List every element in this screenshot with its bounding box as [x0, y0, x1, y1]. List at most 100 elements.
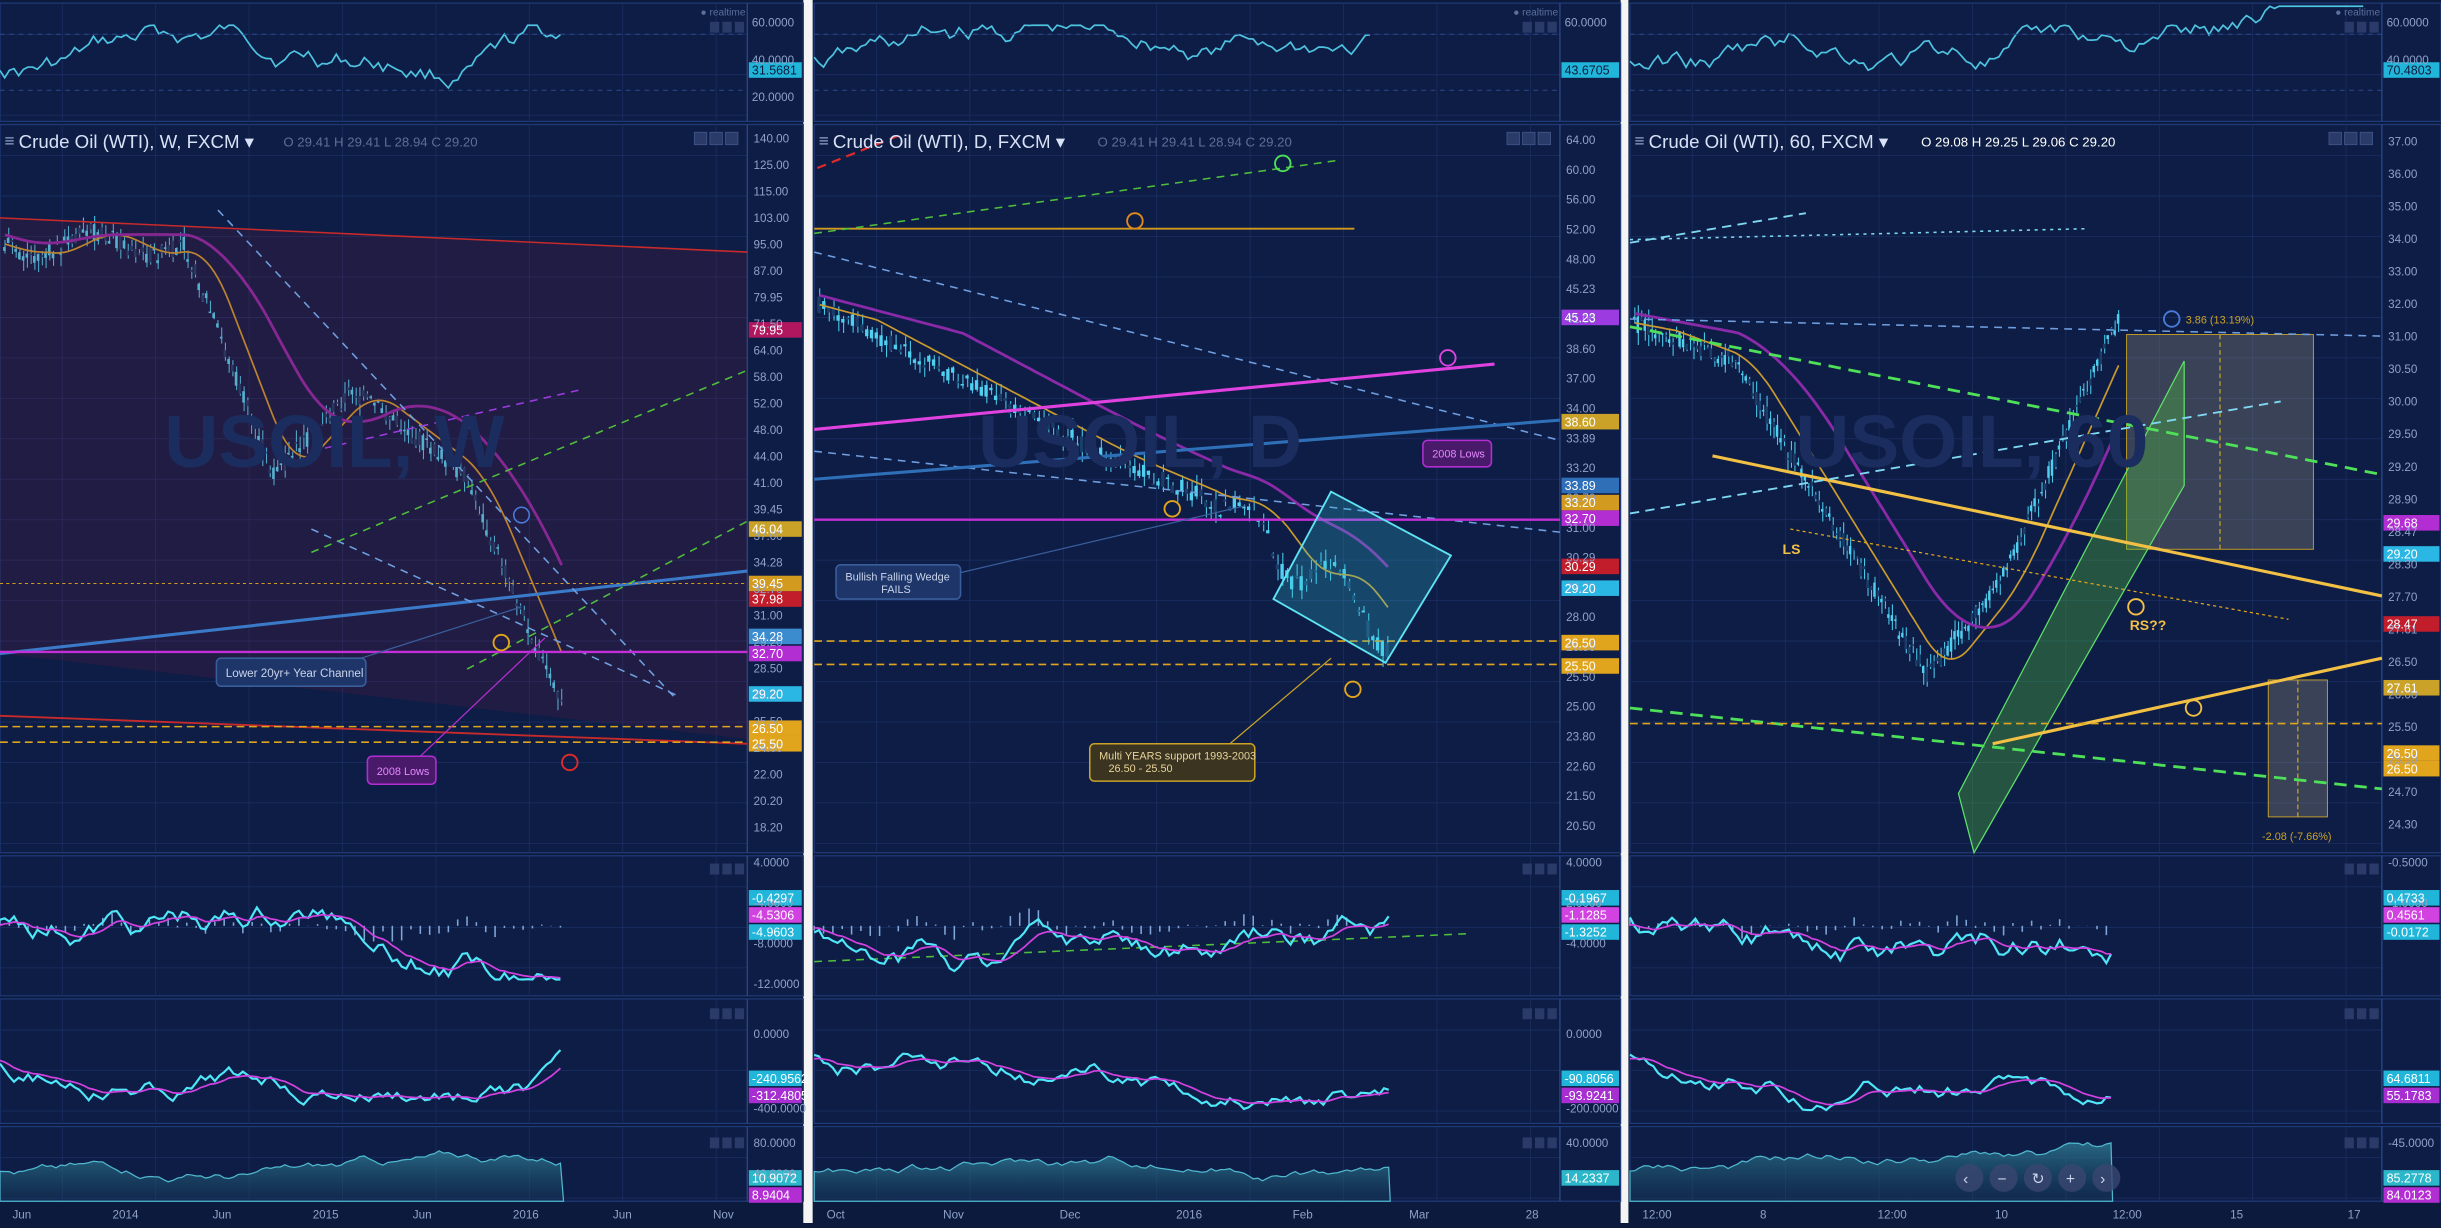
candle-body — [238, 383, 242, 394]
chart-nav-button-label[interactable]: ↻ — [2032, 1171, 2045, 1188]
pane-control-button[interactable] — [693, 131, 708, 146]
resistance-line — [814, 362, 1495, 432]
osc2-value-tag — [1561, 1087, 1620, 1104]
chart-nav-button[interactable] — [1989, 1163, 2018, 1192]
pane-control-button[interactable] — [2359, 131, 2373, 146]
candle-body — [305, 432, 309, 447]
oscillator-line — [1629, 1053, 2112, 1112]
oscillator-signal-line — [1629, 1057, 2112, 1106]
pane-control-button[interactable] — [2369, 863, 2379, 875]
pane-control-button[interactable] — [2328, 131, 2342, 146]
pane-control-button[interactable] — [709, 21, 720, 33]
pane-control-button[interactable] — [2344, 131, 2358, 146]
candle-body — [2085, 391, 2088, 394]
pane-control-button[interactable] — [1547, 1008, 1557, 1020]
candle-body — [275, 466, 279, 472]
pane-control-button[interactable] — [2344, 21, 2354, 33]
pane-control-button[interactable] — [1522, 863, 1532, 875]
pane-control-button[interactable] — [1535, 1008, 1545, 1020]
pane-control-button[interactable] — [1547, 863, 1557, 875]
pane-control-button[interactable] — [1535, 21, 1545, 33]
symbol-title[interactable]: Crude Oil (WTI), 60, FXCM ▾ — [1649, 131, 1889, 152]
pane-control-button[interactable] — [722, 1008, 732, 1020]
chart-nav-button[interactable] — [2092, 1163, 2121, 1192]
chart-nav-button-label[interactable]: › — [2100, 1171, 2105, 1188]
pane-control-button[interactable] — [722, 21, 732, 33]
chart-nav-button-label[interactable]: − — [1997, 1171, 2006, 1188]
candle-body — [335, 402, 339, 404]
pane-control-button[interactable] — [1522, 131, 1536, 146]
chart-nav-button-label[interactable]: + — [2066, 1171, 2075, 1188]
candle-body — [380, 408, 384, 413]
symbol-title[interactable]: Crude Oil (WTI), W, FXCM ▾ — [19, 131, 255, 152]
pane-control-button[interactable] — [1522, 1008, 1532, 1020]
pane-control-button[interactable] — [709, 131, 723, 146]
symbol-title[interactable]: Crude Oil (WTI), D, FXCM ▾ — [833, 131, 1066, 152]
pane-control-button[interactable] — [709, 1008, 720, 1020]
volume-area — [1629, 1141, 2114, 1202]
menu-icon[interactable]: ≡ — [819, 131, 829, 150]
pane-control-button[interactable] — [2356, 1137, 2367, 1149]
candle-body — [1775, 425, 1779, 437]
pane-control-button[interactable] — [2356, 1008, 2367, 1020]
pane-control-button[interactable] — [1537, 131, 1551, 146]
pane-control-button[interactable] — [1535, 863, 1545, 875]
candle-body — [1834, 533, 1838, 535]
candle-body — [1003, 398, 1007, 401]
pane-control-button[interactable] — [2369, 1137, 2379, 1149]
candle-body — [1911, 644, 1914, 646]
candle-body — [1660, 333, 1664, 335]
price-scale-label: 39.45 — [753, 504, 782, 517]
pane-control-button[interactable] — [1535, 1137, 1545, 1149]
candle-body — [1883, 598, 1887, 602]
candle-body — [343, 393, 346, 403]
menu-icon[interactable]: ≡ — [5, 131, 15, 150]
pane-control-button[interactable] — [2356, 863, 2367, 875]
pane-control-button[interactable] — [709, 1137, 720, 1149]
pane-control-button[interactable] — [709, 863, 720, 875]
pane-control-button[interactable] — [734, 863, 745, 875]
pane-control-button[interactable] — [725, 131, 739, 146]
pane-control-button[interactable] — [2344, 1008, 2354, 1020]
pane-control-button[interactable] — [2344, 863, 2354, 875]
candle-body — [1146, 470, 1151, 475]
channel-fill — [1957, 360, 2185, 855]
candle-body — [178, 239, 182, 243]
pane-control-button[interactable] — [2344, 1137, 2354, 1149]
menu-icon[interactable]: ≡ — [1635, 131, 1645, 150]
candle-body — [1720, 355, 1723, 358]
pane-control-button[interactable] — [2369, 21, 2379, 33]
pane-control-button[interactable] — [1522, 1137, 1532, 1149]
pane-control-button[interactable] — [2356, 21, 2367, 33]
candle-body — [1256, 520, 1260, 522]
annotation-text: Bullish Falling Wedge — [845, 571, 949, 583]
pane-control-button[interactable] — [734, 1137, 745, 1149]
pane-control-button[interactable] — [1547, 1137, 1557, 1149]
realtime-indicator: ● realtime — [1513, 8, 1558, 19]
candle-body — [1803, 474, 1807, 481]
pane-control-button[interactable] — [722, 1137, 732, 1149]
price-scale-label: 44.00 — [753, 451, 783, 464]
price-tag — [1561, 494, 1620, 511]
candle-body — [1204, 501, 1208, 508]
pane-control-button[interactable] — [1506, 131, 1520, 146]
pane-control-button[interactable] — [734, 21, 745, 33]
candle-body — [1242, 506, 1246, 509]
pane-control-button[interactable] — [722, 863, 732, 875]
candle-body — [1789, 450, 1793, 463]
chart-nav-button[interactable] — [2023, 1163, 2052, 1192]
candle-body — [1108, 458, 1112, 465]
pane-control-button[interactable] — [2369, 1008, 2379, 1020]
neckline — [1712, 454, 2383, 598]
candle-body — [1027, 410, 1031, 413]
candle-body — [1873, 582, 1876, 597]
pane-control-button[interactable] — [1522, 21, 1532, 33]
chart-nav-button-label[interactable]: ‹ — [1963, 1171, 1968, 1188]
pane-control-button[interactable] — [734, 1008, 745, 1020]
chart-nav-button[interactable] — [2058, 1163, 2087, 1192]
candle-body — [869, 329, 874, 339]
support-dash — [311, 369, 748, 554]
pane-control-button[interactable] — [1547, 21, 1557, 33]
chart-nav-button[interactable] — [1955, 1163, 1984, 1192]
